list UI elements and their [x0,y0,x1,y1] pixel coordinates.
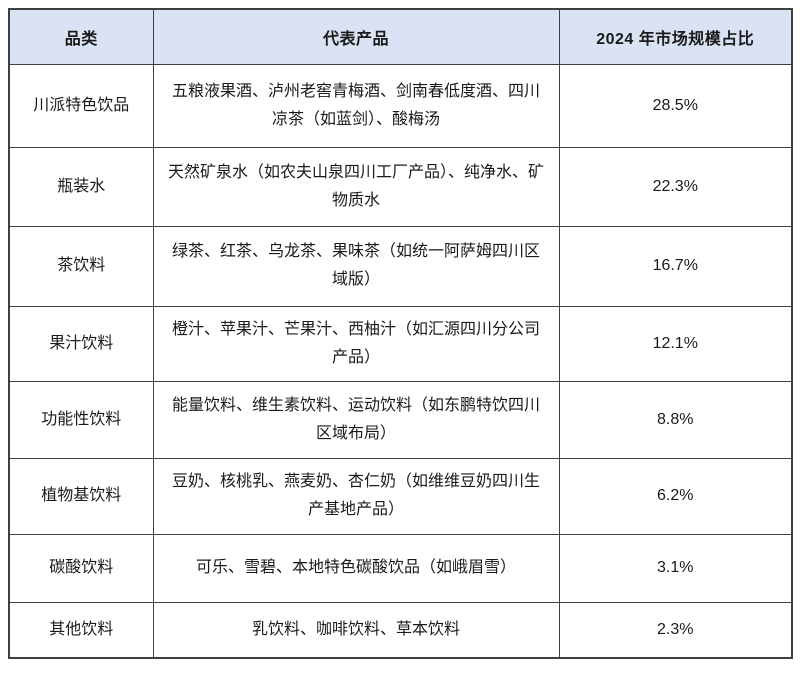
category-cell: 瓶装水 [8,146,154,227]
products-cell: 橙汁、苹果汁、芒果汁、西柚汁（如汇源四川分公司产品） [152,305,560,382]
column-header-category: 品类 [8,8,154,65]
share-cell: 16.7% [558,225,793,307]
category-cell: 碳酸饮料 [8,533,154,603]
share-cell: 12.1% [558,305,793,382]
table-row: 其他饮料 乳饮料、咖啡饮料、草本饮料 2.3% [8,601,793,659]
table-row: 茶饮料 绿茶、红茶、乌龙茶、果味茶（如统一阿萨姆四川区域版） 16.7% [8,225,793,307]
share-cell: 8.8% [558,380,793,459]
table-row: 植物基饮料 豆奶、核桃乳、燕麦奶、杏仁奶（如维维豆奶四川生产基地产品） 6.2% [8,457,793,535]
category-cell: 其他饮料 [8,601,154,659]
table-row: 果汁饮料 橙汁、苹果汁、芒果汁、西柚汁（如汇源四川分公司产品） 12.1% [8,305,793,382]
category-cell: 茶饮料 [8,225,154,307]
header-row: 品类 代表产品 2024 年市场规模占比 [8,8,793,65]
products-cell: 能量饮料、维生素饮料、运动饮料（如东鹏特饮四川区域布局） [152,380,560,459]
products-cell: 乳饮料、咖啡饮料、草本饮料 [152,601,560,659]
category-cell: 功能性饮料 [8,380,154,459]
column-header-market-share: 2024 年市场规模占比 [558,8,793,65]
share-cell: 3.1% [558,533,793,603]
share-cell: 6.2% [558,457,793,535]
table-row: 碳酸饮料 可乐、雪碧、本地特色碳酸饮品（如峨眉雪） 3.1% [8,533,793,603]
products-cell: 天然矿泉水（如农夫山泉四川工厂产品）、纯净水、矿物质水 [152,146,560,227]
category-cell: 植物基饮料 [8,457,154,535]
products-cell: 绿茶、红茶、乌龙茶、果味茶（如统一阿萨姆四川区域版） [152,225,560,307]
category-cell: 果汁饮料 [8,305,154,382]
products-cell: 可乐、雪碧、本地特色碳酸饮品（如峨眉雪） [152,533,560,603]
column-header-products: 代表产品 [152,8,560,65]
share-cell: 22.3% [558,146,793,227]
products-cell: 豆奶、核桃乳、燕麦奶、杏仁奶（如维维豆奶四川生产基地产品） [152,457,560,535]
share-cell: 2.3% [558,601,793,659]
share-cell: 28.5% [558,63,793,148]
table-row: 功能性饮料 能量饮料、维生素饮料、运动饮料（如东鹏特饮四川区域布局） 8.8% [8,380,793,459]
table-row: 瓶装水 天然矿泉水（如农夫山泉四川工厂产品）、纯净水、矿物质水 22.3% [8,146,793,227]
table-row: 川派特色饮品 五粮液果酒、泸州老窖青梅酒、剑南春低度酒、四川凉茶（如蓝剑）、酸梅… [8,63,793,148]
beverage-market-share-table: 品类 代表产品 2024 年市场规模占比 川派特色饮品 五粮液果酒、泸州老窖青梅… [8,8,793,659]
products-cell: 五粮液果酒、泸州老窖青梅酒、剑南春低度酒、四川凉茶（如蓝剑）、酸梅汤 [152,63,560,148]
category-cell: 川派特色饮品 [8,63,154,148]
